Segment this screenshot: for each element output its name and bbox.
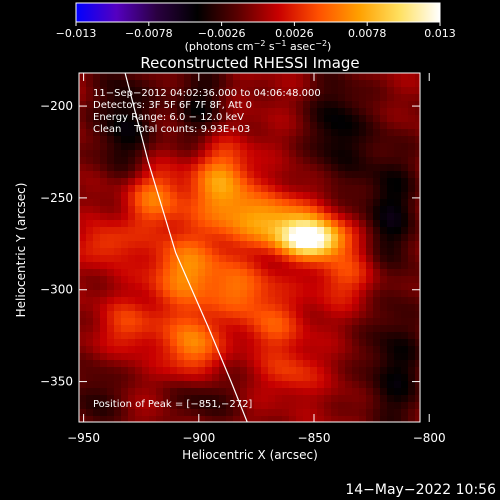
- colorbar-tick-label: 0.013: [424, 27, 456, 40]
- colorbar-unit-sup1: −2: [254, 39, 266, 48]
- colorbar-tick-label: 0.0078: [348, 27, 387, 40]
- x-tick-label: −950: [67, 431, 100, 445]
- x-tick-label: −900: [182, 431, 215, 445]
- chart-title: Reconstructed RHESSI Image: [140, 54, 359, 72]
- colorbar-unit-pre: (photons cm: [185, 40, 254, 53]
- y-tick-label: −250: [40, 191, 73, 205]
- solar-limb-curve: [124, 73, 248, 422]
- plot-frame: [78, 72, 421, 423]
- colorbar-gradient: [75, 2, 441, 23]
- heatmap-canvas: [79, 73, 420, 422]
- y-tick-label: −200: [40, 99, 73, 113]
- annotation-clean-counts: Clean Total counts: 9.93E+03: [93, 124, 250, 135]
- colorbar-tick-label: −0.0026: [198, 27, 246, 40]
- x-axis-ticks: −950 −900 −850 −800: [67, 73, 446, 445]
- colorbar-unit-mid1: s: [265, 40, 274, 53]
- annotation-block: 11−Sep−2012 04:02:36.000 to 04:06:48.000…: [93, 88, 321, 135]
- y-axis-label: Heliocentric Y (arcsec): [14, 183, 28, 318]
- plot-area: −950 −900 −850 −800 −200 −250 −300 −350 11−Sep…: [40, 72, 446, 445]
- heatmap-image: [79, 73, 420, 422]
- x-axis-label: Heliocentric X (arcsec): [182, 448, 318, 462]
- colorbar-unit-sup3: −2: [315, 39, 327, 48]
- y-tick-label: −300: [40, 283, 73, 297]
- colorbar-unit-post: ): [327, 40, 331, 53]
- colorbar-unit-mid2: asec: [286, 40, 315, 53]
- colorbar-unit-label: (photons cm−2 s−1 asec−2): [185, 39, 332, 53]
- y-axis-ticks: −200 −250 −300 −350: [40, 99, 420, 389]
- annotation-time-range: 11−Sep−2012 04:02:36.000 to 04:06:48.000: [93, 88, 321, 99]
- colorbar-tick-label: 0.0026: [275, 27, 314, 40]
- colorbar: −0.013 −0.0078 −0.0026 0.0026 0.0078 0.013 (p…: [56, 2, 456, 53]
- colorbar-tick-label: −0.0078: [125, 27, 173, 40]
- x-tick-label: −800: [413, 431, 446, 445]
- colorbar-unit-sup2: −1: [275, 39, 287, 48]
- annotation-energy-range: Energy Range: 6.0 − 12.0 keV: [93, 112, 244, 123]
- colorbar-ticks: −0.013 −0.0078 −0.0026 0.0026 0.0078 0.013: [56, 22, 456, 40]
- colorbar-tick-label: −0.013: [56, 27, 97, 40]
- peak-position-label: Position of Peak = [−851,−272]: [93, 399, 252, 410]
- x-tick-label: −850: [298, 431, 331, 445]
- y-tick-label: −350: [40, 375, 73, 389]
- annotation-detectors: Detectors: 3F 5F 6F 7F 8F, Att 0: [93, 100, 252, 111]
- footer-timestamp: 14−May−2022 10:56: [345, 482, 496, 498]
